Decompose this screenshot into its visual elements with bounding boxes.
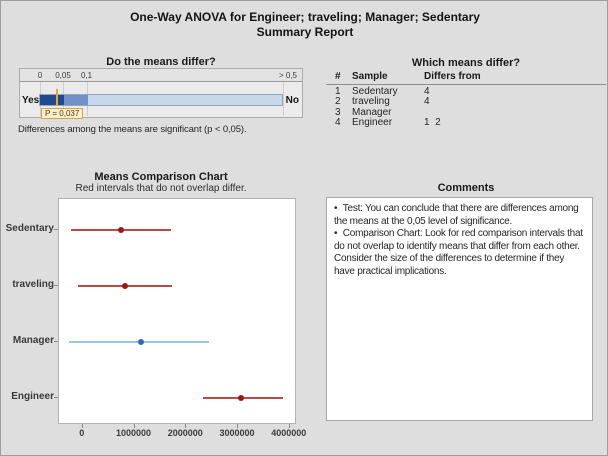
cell-differs: 4 bbox=[424, 96, 430, 108]
p-value-marker-icon bbox=[56, 89, 59, 106]
bullet-icon: • bbox=[334, 228, 340, 239]
cell-differs: 1 2 bbox=[424, 116, 441, 128]
table-separator bbox=[326, 84, 606, 85]
gauge-caption: Differences among the means are signific… bbox=[18, 124, 247, 135]
y-tick-mark bbox=[54, 341, 58, 342]
cell-sample: traveling bbox=[352, 96, 390, 108]
chart-plot-area bbox=[58, 198, 296, 424]
cell-sample: Sedentary bbox=[352, 86, 398, 97]
comments-box: • Test: You can conclude that there are … bbox=[326, 197, 593, 421]
y-axis-label-engineer: Engineer bbox=[11, 391, 54, 402]
comment-item: • Comparison Chart: Look for red compari… bbox=[334, 228, 583, 277]
gauge-tick-strip: 0 0,05 0,1 > 0,5 bbox=[20, 69, 302, 82]
p-value-gauge: 0 0,05 0,1 > 0,5 Yes No P = 0,037 bbox=[19, 68, 303, 119]
bullet-icon: • bbox=[334, 203, 340, 214]
gauge-tick-label: 0 bbox=[37, 71, 43, 80]
x-tick-mark bbox=[237, 424, 239, 428]
cell-sample: Manager bbox=[352, 106, 392, 118]
table-header-num: # bbox=[335, 71, 341, 82]
x-tick-label: 2000000 bbox=[167, 428, 203, 438]
mean-dot-manager bbox=[137, 338, 144, 345]
p-value-label: P = 0,037 bbox=[41, 108, 84, 119]
gauge-segment-marginal bbox=[64, 95, 88, 105]
x-tick-label: 3000000 bbox=[219, 428, 255, 438]
cell-num: 3 bbox=[335, 106, 341, 118]
mean-dot-traveling bbox=[122, 282, 129, 289]
x-tick-label: 1000000 bbox=[116, 428, 152, 438]
gauge-panel-title: Do the means differ? bbox=[106, 56, 216, 68]
y-tick-mark bbox=[54, 229, 58, 230]
mean-dot-sedentary bbox=[118, 226, 125, 233]
report-title-line2: Summary Report bbox=[256, 25, 354, 39]
x-tick-mark bbox=[185, 424, 187, 428]
gauge-no-label: No bbox=[285, 95, 299, 106]
x-tick-mark bbox=[133, 424, 135, 428]
cell-differs: 4 bbox=[424, 86, 430, 97]
y-tick-mark bbox=[54, 397, 58, 398]
x-tick-label: 0 bbox=[79, 428, 85, 438]
report-title-line1: One-Way ANOVA for Engineer; traveling; M… bbox=[130, 10, 480, 24]
gauge-segment-not-significant bbox=[87, 95, 282, 105]
y-axis-label-traveling: traveling bbox=[12, 279, 54, 290]
gauge-bar bbox=[39, 94, 283, 106]
cell-num: 1 bbox=[335, 86, 341, 97]
mean-dot-engineer bbox=[238, 394, 245, 401]
cell-sample: Engineer bbox=[352, 116, 393, 128]
comment-item: • Test: You can conclude that there are … bbox=[334, 203, 579, 227]
table-panel-title: Which means differ? bbox=[411, 57, 521, 69]
table-row: 3 Manager bbox=[326, 106, 606, 118]
report-title: One-Way ANOVA for Engineer; traveling; M… bbox=[1, 10, 607, 40]
table-body: 1 Sedentary 4 2 traveling 4 3 Manager 4 Engineer 1… bbox=[326, 87, 606, 131]
y-axis-label-manager: Manager bbox=[12, 335, 54, 346]
gauge-segment-significant bbox=[40, 95, 64, 105]
comments-panel-title: Comments bbox=[437, 182, 495, 194]
y-tick-mark bbox=[54, 285, 58, 286]
x-tick-label: 4000000 bbox=[271, 428, 307, 438]
chart-panel-title: Means Comparison Chart bbox=[94, 171, 228, 183]
x-tick-mark bbox=[288, 424, 290, 428]
gauge-yes-label: Yes bbox=[22, 95, 40, 106]
table-row: 2 traveling 4 bbox=[326, 97, 606, 107]
gauge-tick-label: > 0,5 bbox=[278, 71, 297, 80]
y-axis-label-sedentary: Sedentary bbox=[5, 223, 54, 234]
table-row: 4 Engineer 1 2 bbox=[326, 116, 606, 128]
table-header-differs: Differs from bbox=[424, 71, 481, 82]
gauge-gridline bbox=[283, 82, 284, 116]
table-header-sample: Sample bbox=[352, 71, 388, 82]
x-tick-mark bbox=[81, 424, 83, 428]
gauge-tick-label: 0,05 bbox=[55, 71, 71, 80]
gauge-tick-label: 0,1 bbox=[80, 71, 93, 80]
cell-num: 2 bbox=[335, 96, 341, 108]
chart-panel-subtitle: Red intervals that do not overlap differ… bbox=[75, 183, 247, 194]
cell-num: 4 bbox=[335, 116, 341, 128]
table-row: 1 Sedentary 4 bbox=[326, 87, 606, 97]
